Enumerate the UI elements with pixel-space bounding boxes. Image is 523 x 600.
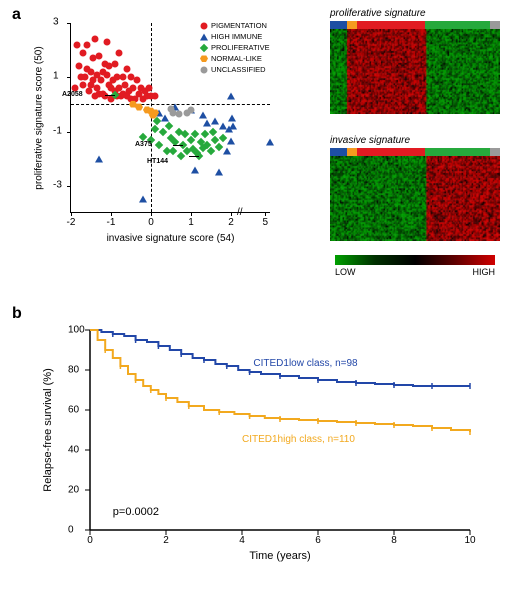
scatter-point bbox=[155, 141, 163, 149]
scatter-annotation: A375 bbox=[135, 141, 152, 148]
ytick: 1 bbox=[53, 71, 59, 82]
scatter-xlabel: invasive signature score (54) bbox=[71, 233, 270, 244]
panel-a-label: a bbox=[12, 6, 21, 24]
gradient-low: LOW bbox=[335, 267, 356, 277]
survival-plot: Time (years) Relapse-free survival (%) 0… bbox=[50, 320, 490, 560]
xtick: 1 bbox=[188, 217, 194, 228]
survival-curve-label: CITED1high class, n=110 bbox=[242, 434, 355, 445]
ytick: 3 bbox=[53, 17, 59, 28]
survival-xtick: 0 bbox=[87, 535, 93, 546]
scatter-point bbox=[116, 49, 123, 56]
scatter-point bbox=[92, 36, 99, 43]
scatter-point bbox=[227, 138, 235, 145]
survival-ytick: 20 bbox=[68, 485, 79, 496]
scatter-point bbox=[146, 85, 153, 92]
scatter-point bbox=[139, 196, 147, 203]
scatter-legend: PIGMENTATIONHIGH IMMUNEPROLIFERATIVENORM… bbox=[200, 20, 270, 75]
scatter-point bbox=[152, 93, 159, 100]
xtick: -1 bbox=[107, 217, 116, 228]
scatter-point bbox=[95, 155, 103, 162]
survival-ylabel: Relapse-free survival (%) bbox=[42, 368, 54, 491]
survival-ytick: 40 bbox=[68, 445, 79, 456]
scatter-point bbox=[169, 146, 177, 154]
scatter-point bbox=[215, 142, 223, 150]
xtick: 2 bbox=[228, 217, 234, 228]
survival-ytick: 60 bbox=[68, 405, 79, 416]
survival-ytick: 80 bbox=[68, 365, 79, 376]
heatmap1-title: proliferative signature bbox=[330, 8, 500, 19]
scatter-point bbox=[82, 74, 89, 81]
scatter-point bbox=[176, 110, 183, 117]
scatter-point bbox=[228, 115, 236, 122]
scatter-point bbox=[134, 77, 141, 84]
xtick: 0 bbox=[148, 217, 154, 228]
scatter-point bbox=[161, 115, 169, 122]
legend-item: PIGMENTATION bbox=[200, 20, 270, 31]
survival-xtick: 4 bbox=[239, 535, 245, 546]
survival-axes: Time (years) Relapse-free survival (%) 0… bbox=[90, 330, 470, 530]
scatter-point bbox=[74, 41, 81, 48]
heatmap-invasive: invasive signature bbox=[330, 135, 500, 241]
heatmap2-classbar bbox=[330, 148, 500, 156]
survival-xtick: 8 bbox=[391, 535, 397, 546]
scatter-point bbox=[188, 106, 195, 113]
heatmap-proliferative: proliferative signature bbox=[330, 8, 500, 114]
gradient-high: HIGH bbox=[473, 267, 496, 277]
panel-b-label: b bbox=[12, 305, 22, 323]
legend-item: UNCLASSIFIED bbox=[200, 64, 270, 75]
heatmap1-canvas bbox=[330, 29, 500, 114]
scatter-point bbox=[80, 49, 87, 56]
scatter-point bbox=[227, 93, 235, 100]
scatter-point bbox=[209, 127, 217, 135]
scatter-point bbox=[219, 134, 227, 142]
scatter-point bbox=[211, 117, 219, 124]
survival-xlabel: Time (years) bbox=[90, 550, 470, 562]
legend-item: PROLIFERATIVE bbox=[200, 42, 270, 53]
scatter-point bbox=[203, 120, 211, 127]
scatter-point bbox=[96, 52, 103, 59]
legend-item: HIGH IMMUNE bbox=[200, 31, 270, 42]
scatter-point bbox=[104, 39, 111, 46]
scatter-point bbox=[223, 147, 231, 154]
survival-xtick: 10 bbox=[464, 535, 475, 546]
scatter-point bbox=[98, 77, 105, 84]
scatter-point bbox=[266, 139, 274, 146]
survival-ytick: 100 bbox=[68, 325, 85, 336]
xtick: 5 bbox=[263, 217, 269, 228]
gradient-bar bbox=[335, 255, 495, 265]
scatter-point bbox=[124, 66, 131, 73]
heatmap1-classbar bbox=[330, 21, 500, 29]
ytick: -1 bbox=[53, 125, 62, 136]
scatter-point bbox=[199, 112, 207, 119]
scatter-point bbox=[215, 169, 223, 176]
survival-pvalue: p=0.0002 bbox=[113, 506, 159, 518]
scatter-point bbox=[112, 60, 119, 67]
scatter-annotation: HT144 bbox=[147, 158, 168, 165]
survival-curve-label: CITED1low class, n=98 bbox=[253, 358, 357, 369]
scatter-point bbox=[76, 63, 83, 70]
ytick: -3 bbox=[53, 179, 62, 190]
scatter-point bbox=[159, 127, 167, 135]
survival-ytick: 0 bbox=[68, 525, 74, 536]
scatter-point bbox=[84, 41, 91, 48]
legend-item: NORMAL-LIKE bbox=[200, 53, 270, 64]
heatmap-gradient-legend: LOW HIGH bbox=[335, 255, 495, 277]
scatter-point bbox=[165, 122, 173, 130]
survival-xtick: 2 bbox=[163, 535, 169, 546]
xtick: -2 bbox=[67, 217, 76, 228]
scatter-annotation: A2058 bbox=[62, 91, 83, 98]
scatter-point bbox=[120, 74, 127, 81]
survival-xtick: 6 bbox=[315, 535, 321, 546]
heatmap2-canvas bbox=[330, 156, 500, 241]
scatter-point bbox=[229, 123, 237, 130]
scatter-plot: invasive signature score (54) proliferat… bbox=[40, 18, 285, 248]
heatmap2-title: invasive signature bbox=[330, 135, 500, 146]
scatter-ylabel: proliferative signature score (50) bbox=[34, 46, 45, 189]
scatter-point bbox=[191, 166, 199, 173]
